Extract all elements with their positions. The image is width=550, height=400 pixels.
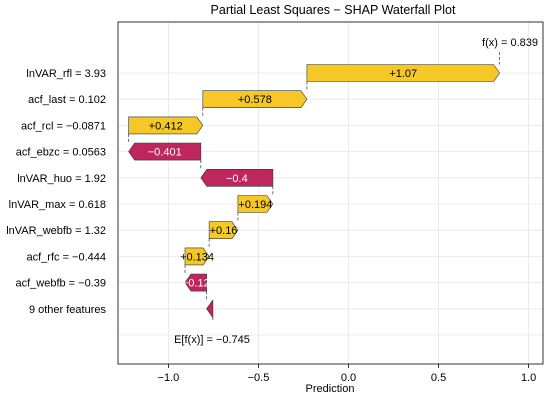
- feature-label: lnVAR_webfb = 1.32: [6, 225, 106, 237]
- shap-bar: [202, 90, 308, 108]
- shap-bar: [184, 247, 210, 266]
- bar-value-label: +0.194: [238, 199, 272, 211]
- bar-value-label: −0.401: [148, 147, 182, 159]
- bar-value-label: +0.412: [149, 120, 183, 132]
- plot-frame: [117, 21, 544, 365]
- shap-bar: [208, 221, 239, 239]
- shap-bar: [128, 116, 204, 135]
- feature-labels: lnVAR_rfl = 3.93 acf_last = 0.102 acf_rcl …: [6, 68, 106, 316]
- bar-value-label: −0.4: [226, 173, 248, 185]
- feature-label: acf_webfb = −0.39: [15, 278, 106, 290]
- bar-value-label: +0.578: [238, 94, 272, 106]
- feature-label: lnVAR_max = 0.618: [9, 199, 106, 211]
- shap-bar: [306, 64, 500, 82]
- feature-label: lnVAR_rfl = 3.93: [26, 68, 106, 80]
- x-tick-label: 1.0: [521, 372, 536, 384]
- x-tick-label: −0.5: [248, 372, 270, 384]
- final-value-label: f(x) = 0.839: [482, 37, 538, 49]
- x-tick-label: −1.0: [158, 372, 180, 384]
- feature-label: acf_ebzc = 0.0563: [16, 147, 106, 159]
- feature-label: acf_rcl = −0.0871: [21, 120, 106, 132]
- bar-value-label: +1.07: [389, 68, 417, 80]
- shap-bar: [206, 299, 214, 318]
- x-tick-label: 0.0: [341, 372, 356, 384]
- bars: +1.07 +0.578 +0.412 −0.401 −0.4 +0.194 +0.16 +0…: [128, 64, 500, 318]
- feature-label: acf_rfc = −0.444: [27, 251, 107, 263]
- x-axis-label: Prediction: [306, 383, 355, 395]
- bar-value-label: +0.134: [180, 251, 214, 263]
- chart-title: Partial Least Squares − SHAP Waterfall P…: [211, 3, 456, 17]
- feature-label: lnVAR_huo = 1.92: [17, 173, 106, 185]
- feature-label: 9 other features: [29, 304, 107, 316]
- shap-bar: [237, 195, 274, 213]
- x-ticks: −1.0 −0.5 0.0 0.5 1.0: [158, 364, 536, 384]
- shap-bar: [200, 169, 274, 187]
- shap-bar: [184, 273, 207, 292]
- base-value-label: E[f(x)] = −0.745: [174, 334, 250, 346]
- shap-bar: [128, 142, 202, 161]
- bar-value-label: +0.16: [210, 225, 238, 237]
- bar-value-label: −0.12: [182, 278, 210, 290]
- x-tick-label: 0.5: [431, 372, 446, 384]
- feature-label: acf_last = 0.102: [28, 94, 106, 106]
- connectors: [128, 52, 500, 320]
